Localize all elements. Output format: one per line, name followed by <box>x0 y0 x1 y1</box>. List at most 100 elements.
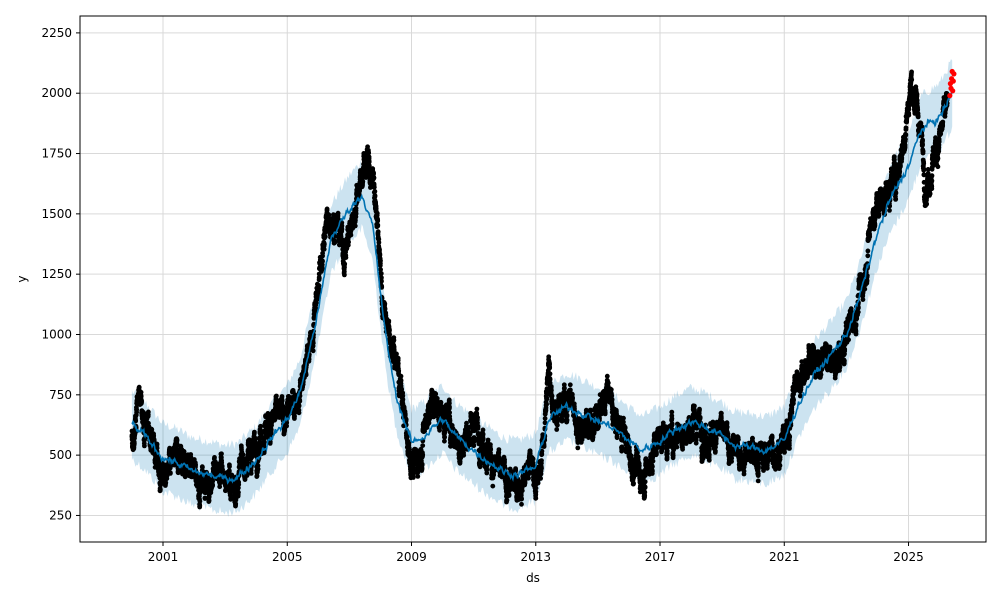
observed-point <box>519 496 524 502</box>
observed-point <box>488 447 494 452</box>
observed-point <box>490 483 496 489</box>
observed-point <box>546 354 552 360</box>
observed-point <box>371 170 376 176</box>
observed-point <box>236 482 242 487</box>
observed-point <box>342 261 348 267</box>
observed-point <box>296 410 302 416</box>
observed-point <box>526 475 531 481</box>
observed-point <box>433 391 439 397</box>
observed-point <box>506 493 512 498</box>
observed-point <box>464 420 469 426</box>
observed-point <box>377 247 382 252</box>
observed-point <box>149 427 155 433</box>
observed-point <box>163 480 169 486</box>
observed-point <box>496 447 502 452</box>
observed-point <box>378 271 384 276</box>
observed-point <box>485 437 491 443</box>
observed-point <box>519 501 524 507</box>
observed-point <box>366 158 372 164</box>
observed-point <box>437 427 442 433</box>
observed-point <box>322 234 328 240</box>
observed-point <box>484 470 490 476</box>
observed-point <box>193 462 199 468</box>
observed-point <box>374 210 380 216</box>
observed-point <box>547 371 553 377</box>
observed-point <box>415 474 421 479</box>
observed-point <box>547 365 553 371</box>
observed-point <box>210 483 216 489</box>
observed-point <box>343 255 349 260</box>
observed-point <box>168 471 173 476</box>
observed-point <box>157 487 163 492</box>
observed-point <box>375 218 381 224</box>
observed-point <box>353 211 359 217</box>
observed-point <box>394 351 399 357</box>
observed-point <box>339 226 345 232</box>
observed-point <box>371 184 377 190</box>
observed-point <box>386 318 392 324</box>
observed-point <box>387 332 392 337</box>
observed-point <box>395 355 401 361</box>
observed-point <box>360 179 366 185</box>
observed-point <box>538 476 543 481</box>
observed-point <box>357 188 362 194</box>
observed-point <box>480 436 486 441</box>
observed-point <box>539 458 544 463</box>
observed-point <box>480 432 486 437</box>
observed-point <box>206 498 212 503</box>
observed-point <box>420 443 426 448</box>
observed-point <box>474 406 480 412</box>
observed-point <box>139 398 145 404</box>
observed-point <box>279 397 285 403</box>
observed-point <box>406 445 412 451</box>
observed-point <box>376 240 382 245</box>
observed-point <box>252 435 258 441</box>
observed-point <box>475 423 481 429</box>
observed-point <box>200 465 205 470</box>
observed-point <box>366 154 372 160</box>
observed-point <box>316 283 322 289</box>
observed-point <box>335 210 341 216</box>
observed-point <box>488 442 493 447</box>
observed-point <box>391 347 397 353</box>
observed-point <box>411 471 416 477</box>
observed-point <box>395 361 401 366</box>
observed-point <box>146 409 151 415</box>
observed-point <box>321 241 327 247</box>
observed-point <box>542 416 548 421</box>
observed-point <box>549 393 555 399</box>
observed-point <box>438 399 444 405</box>
observed-point <box>519 488 525 494</box>
observed-point <box>434 396 440 401</box>
observed-point <box>141 409 146 415</box>
observed-point <box>174 441 180 447</box>
observed-point <box>310 348 316 354</box>
observed-point <box>131 440 137 446</box>
observed-point <box>419 461 425 467</box>
observed-point <box>219 451 224 457</box>
observed-point <box>535 480 541 486</box>
observed-point <box>442 434 447 440</box>
observed-point <box>197 503 203 508</box>
observed-point <box>268 427 274 433</box>
observed-point <box>316 275 322 281</box>
observed-point <box>544 401 549 407</box>
observed-point <box>258 423 263 429</box>
observed-point <box>461 452 467 458</box>
observed-point <box>352 223 358 229</box>
observed-point <box>297 398 303 404</box>
observed-point <box>447 404 452 410</box>
observed-point <box>471 435 477 440</box>
observed-point <box>539 465 544 471</box>
observed-point <box>366 150 371 155</box>
observed-point <box>210 478 216 484</box>
observed-point <box>138 394 144 399</box>
observed-point <box>549 387 554 393</box>
observed-point <box>342 272 347 278</box>
observed-point <box>142 443 147 449</box>
observed-point <box>346 239 351 245</box>
observed-point <box>391 337 397 343</box>
observed-point <box>348 232 354 238</box>
